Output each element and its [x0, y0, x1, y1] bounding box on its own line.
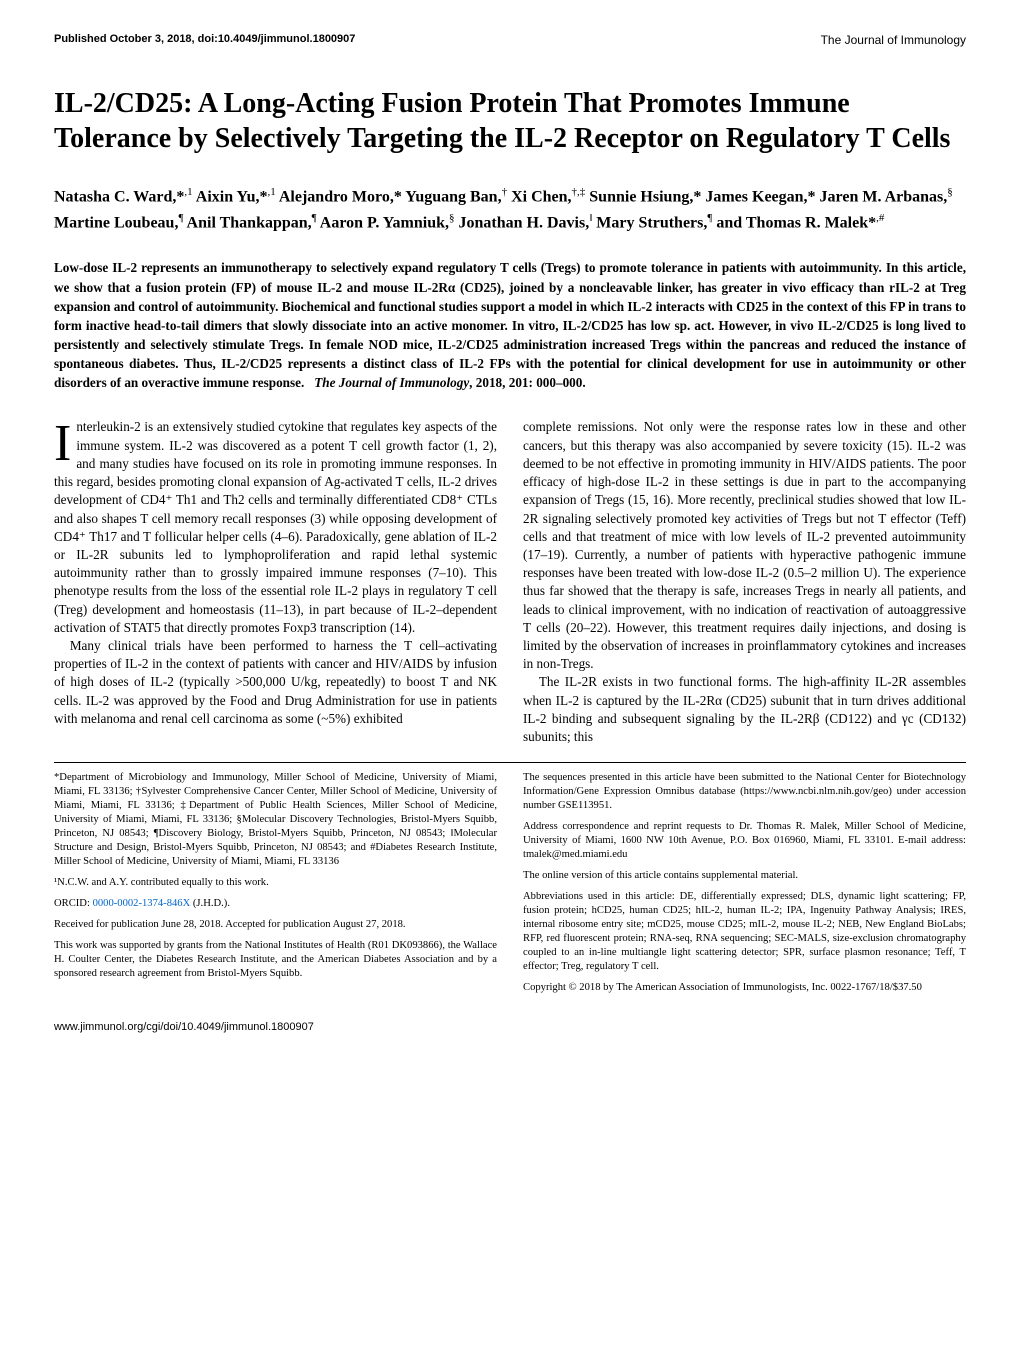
- abstract: Low-dose IL-2 represents an immunotherap…: [54, 258, 966, 392]
- body-paragraph: Many clinical trials have been performed…: [54, 637, 497, 728]
- funding-statement: This work was supported by grants from t…: [54, 939, 497, 981]
- supplemental-material: The online version of this article conta…: [523, 869, 966, 883]
- orcid-tail: (J.H.D.).: [190, 898, 230, 909]
- publication-date: Published October 3, 2018, doi:10.4049/j…: [54, 32, 355, 48]
- body-paragraph: The IL-2R exists in two functional forms…: [523, 673, 966, 746]
- body-columns: Interleukin-2 is an extensively studied …: [54, 418, 966, 746]
- footer-url: www.jimmunol.org/cgi/doi/10.4049/jimmuno…: [54, 1020, 314, 1035]
- page-footer: www.jimmunol.org/cgi/doi/10.4049/jimmuno…: [54, 1020, 966, 1035]
- abstract-journal-ref: The Journal of Immunology: [314, 375, 469, 390]
- article-title: IL-2/CD25: A Long-Acting Fusion Protein …: [54, 86, 966, 156]
- body-paragraph: complete remissions. Not only were the r…: [523, 418, 966, 673]
- page-header: Published October 3, 2018, doi:10.4049/j…: [54, 32, 966, 48]
- data-availability: The sequences presented in this article …: [523, 771, 966, 813]
- correspondence: Address correspondence and reprint reque…: [523, 820, 966, 862]
- received-accepted: Received for publication June 28, 2018. …: [54, 918, 497, 932]
- equal-contribution: ¹N.C.W. and A.Y. contributed equally to …: [54, 876, 497, 890]
- footnote-column-left: *Department of Microbiology and Immunolo…: [54, 771, 497, 1002]
- body-column-left: Interleukin-2 is an extensively studied …: [54, 418, 497, 746]
- body-paragraph: Interleukin-2 is an extensively studied …: [54, 418, 497, 637]
- footnote-rule: [54, 762, 966, 763]
- orcid-label: ORCID:: [54, 898, 93, 909]
- abstract-citation: , 2018, 201: 000–000.: [469, 375, 586, 390]
- orcid-line: ORCID: 0000-0002-1374-846X (J.H.D.).: [54, 897, 497, 911]
- abbreviations: Abbreviations used in this article: DE, …: [523, 890, 966, 974]
- copyright: Copyright © 2018 by The American Associa…: [523, 981, 966, 995]
- footnote-column-right: The sequences presented in this article …: [523, 771, 966, 1002]
- affiliations: *Department of Microbiology and Immunolo…: [54, 771, 497, 869]
- body-column-right: complete remissions. Not only were the r…: [523, 418, 966, 746]
- abstract-body: Low-dose IL-2 represents an immunotherap…: [54, 260, 966, 390]
- journal-name: The Journal of Immunology: [821, 32, 966, 48]
- footnotes: *Department of Microbiology and Immunolo…: [54, 771, 966, 1002]
- author-list: Natasha C. Ward,*,1 Aixin Yu,*,1 Alejand…: [54, 184, 966, 236]
- dropcap: I: [54, 418, 76, 466]
- orcid-link[interactable]: 0000-0002-1374-846X: [93, 898, 191, 909]
- body-text: nterleukin-2 is an extensively studied c…: [54, 419, 497, 634]
